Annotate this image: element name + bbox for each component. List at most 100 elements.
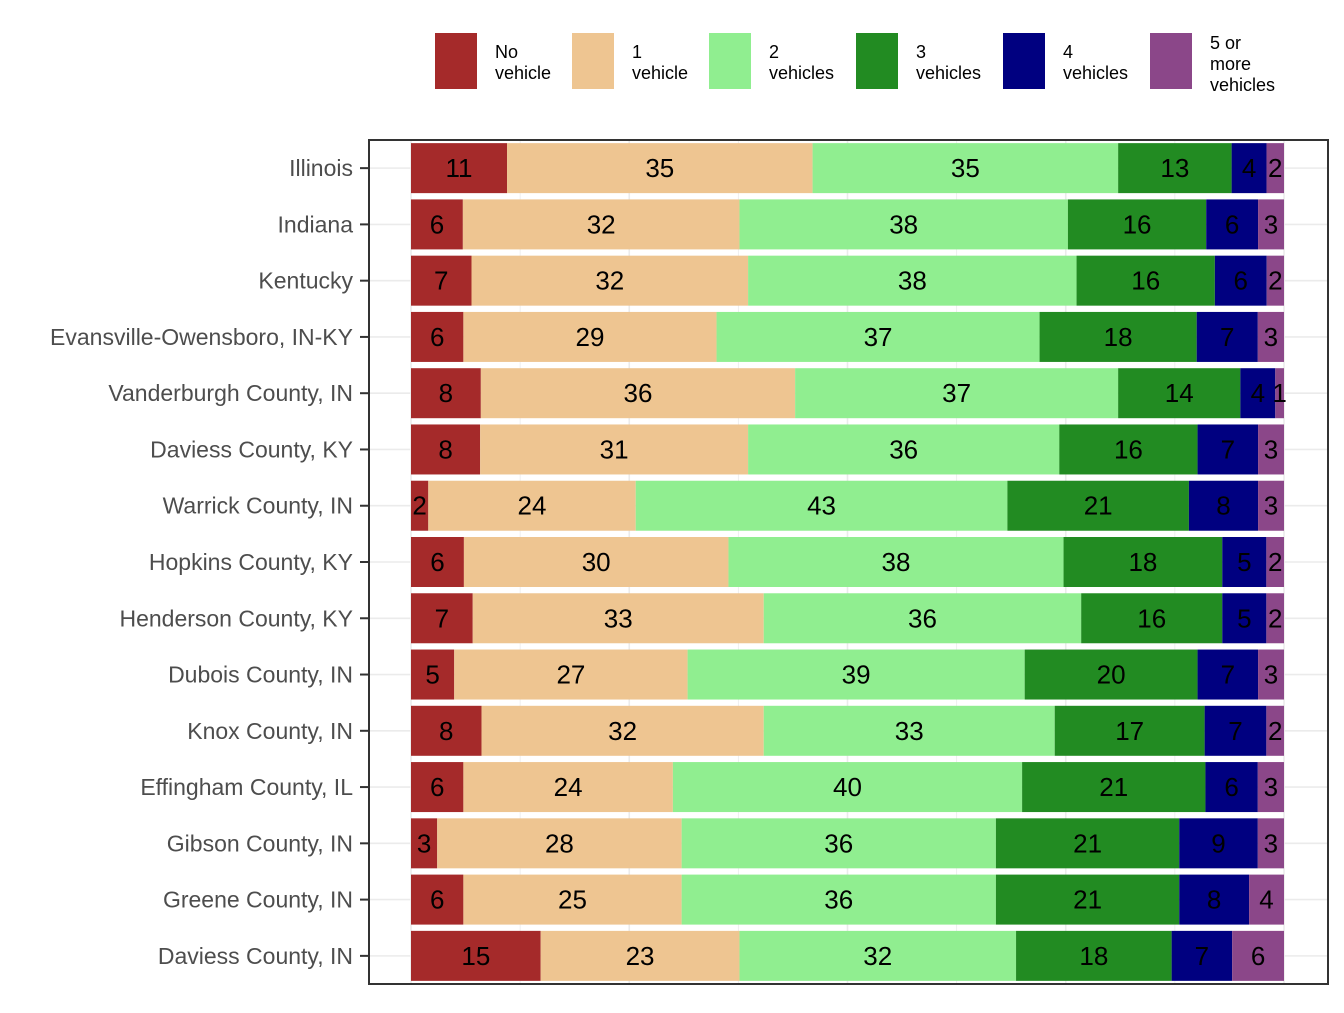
y-tick-label: Daviess County, KY xyxy=(150,436,353,462)
bar-segment xyxy=(1063,537,1223,587)
bar-segment xyxy=(411,424,481,475)
bar-segment xyxy=(411,874,464,925)
bar-segment xyxy=(411,199,463,250)
legend-label: 4 xyxy=(1063,42,1073,62)
bar-row: 6 32 38 16 6 3 xyxy=(411,199,1284,250)
bar-segment xyxy=(1257,818,1284,869)
bar-segment xyxy=(763,705,1055,756)
data-label: 7 xyxy=(434,266,448,296)
data-label: 35 xyxy=(951,153,980,183)
legend-label: 2 xyxy=(769,42,779,62)
legend-label: vehicle xyxy=(632,63,688,83)
data-label: 18 xyxy=(1104,322,1133,352)
bar-segment xyxy=(1197,424,1259,475)
data-label: 9 xyxy=(1211,828,1225,858)
y-axis-labels: Illinois Indiana Kentucky Evansville-Owensb… xyxy=(50,155,369,969)
data-label: 32 xyxy=(608,716,637,746)
y-tick-label: Vanderburgh County, IN xyxy=(108,380,353,406)
data-label: 6 xyxy=(430,547,444,577)
data-label: 32 xyxy=(595,266,624,296)
bar-segment xyxy=(635,480,1008,531)
bar-segment xyxy=(1258,480,1284,531)
bar-segment xyxy=(1022,762,1206,813)
bar-segment xyxy=(1222,593,1267,644)
y-tick-label: Effingham County, IL xyxy=(140,774,353,800)
legend-key xyxy=(1150,33,1192,89)
data-label: 38 xyxy=(898,266,927,296)
bar-segment xyxy=(763,593,1082,644)
data-label: 43 xyxy=(807,491,836,521)
bar-segment xyxy=(672,762,1023,813)
bar-segment xyxy=(437,818,682,869)
data-label: 8 xyxy=(439,716,453,746)
bar-segment xyxy=(411,311,464,362)
bar-segment xyxy=(1054,705,1205,756)
bar-segment xyxy=(411,255,472,306)
data-label: 3 xyxy=(1264,828,1278,858)
bar-row: 7 32 38 16 6 2 xyxy=(411,255,1284,306)
legend-label: 3 xyxy=(916,42,926,62)
data-label: 21 xyxy=(1084,491,1113,521)
bar-segment xyxy=(1039,311,1197,362)
y-tick-label: Henderson County, KY xyxy=(119,605,353,631)
legend-label: No xyxy=(495,42,518,62)
bar-segment xyxy=(411,762,464,813)
bar-segment xyxy=(463,762,673,813)
bar-segment xyxy=(1016,930,1172,981)
data-label: 38 xyxy=(889,209,918,239)
data-label: 31 xyxy=(600,434,629,464)
legend-label: vehicles xyxy=(1063,63,1128,83)
data-label: 2 xyxy=(412,491,426,521)
bar-row: 2 24 43 21 8 3 xyxy=(411,480,1284,531)
data-label: 1 xyxy=(1272,378,1286,408)
bar-segment xyxy=(1266,537,1284,587)
legend-key xyxy=(856,33,898,89)
data-label: 4 xyxy=(1251,378,1265,408)
bar-segment xyxy=(411,930,541,981)
bar-segment xyxy=(462,199,740,250)
data-label: 8 xyxy=(1207,885,1221,915)
bar-segment xyxy=(472,593,764,644)
bar-segment xyxy=(1118,368,1241,419)
data-label: 38 xyxy=(882,547,911,577)
bar-segment xyxy=(411,368,481,419)
bar-segment xyxy=(1067,199,1207,250)
legend: Novehicle1vehicle2vehicles3vehicles4vehi… xyxy=(435,33,1275,95)
data-label: 24 xyxy=(554,772,583,802)
bar-row: 5 27 39 20 7 3 xyxy=(411,649,1284,700)
data-label: 30 xyxy=(582,547,611,577)
data-label: 6 xyxy=(430,772,444,802)
bar-segment xyxy=(716,311,1040,362)
data-label: 29 xyxy=(576,322,605,352)
bar-segment xyxy=(463,874,682,925)
data-label: 4 xyxy=(1242,153,1256,183)
bar-segment xyxy=(795,368,1119,419)
data-label: 2 xyxy=(1268,153,1282,183)
legend-label: vehicles xyxy=(769,63,834,83)
legend-label: more xyxy=(1210,54,1251,74)
bars: 11 35 35 13 4 26 32 38 16 6 37 32 38 16 6 26 29 37 18 7 38 36… xyxy=(411,143,1287,981)
bar-segment xyxy=(411,593,473,644)
bar-segment xyxy=(1179,874,1250,925)
bar-segment xyxy=(739,199,1068,250)
bar-segment xyxy=(1258,424,1284,475)
bar-segment xyxy=(471,255,749,306)
data-label: 7 xyxy=(1221,660,1235,690)
bar-segment xyxy=(1171,930,1233,981)
bar-segment xyxy=(681,818,996,869)
bar-segment xyxy=(812,143,1119,194)
legend-key xyxy=(435,33,477,89)
bar-row: 8 36 37 14 4 1 xyxy=(411,368,1287,419)
bar-segment xyxy=(1205,762,1258,813)
bar-segment xyxy=(1249,874,1284,925)
data-label: 6 xyxy=(430,209,444,239)
data-label: 16 xyxy=(1131,266,1160,296)
data-label: 16 xyxy=(1114,434,1143,464)
bar-segment xyxy=(480,424,749,475)
legend-label: 1 xyxy=(632,42,642,62)
bar-segment xyxy=(995,818,1180,869)
data-label: 18 xyxy=(1079,941,1108,971)
